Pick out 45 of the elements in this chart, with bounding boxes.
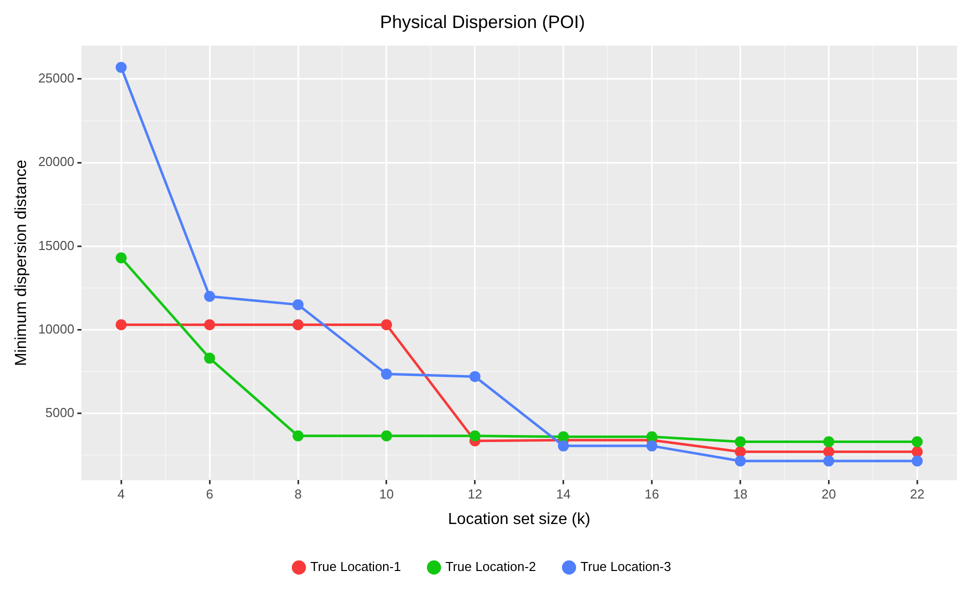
point: [558, 431, 569, 442]
point: [646, 440, 658, 452]
point: [558, 440, 569, 452]
y-axis-title: Minimum dispersion distance: [13, 160, 30, 366]
chart-title: Physical Dispersion (POI): [380, 12, 586, 32]
point: [912, 455, 923, 466]
y-tick-label: 15000: [38, 238, 74, 253]
point: [116, 62, 127, 73]
legend-label: True Location-1: [310, 559, 401, 574]
x-tick-label: 4: [118, 486, 125, 502]
x-tick-label: 16: [644, 486, 660, 502]
point: [912, 436, 923, 448]
point: [646, 431, 658, 442]
point: [292, 299, 304, 310]
point: [823, 436, 834, 448]
point: [381, 430, 392, 442]
x-tick-label: 10: [379, 486, 394, 502]
legend-label: True Location-3: [580, 559, 672, 574]
x-tick-label: 18: [733, 486, 748, 502]
point: [734, 455, 746, 466]
point: [381, 368, 392, 380]
point: [381, 319, 392, 330]
point: [469, 371, 480, 382]
x-tick-label: 8: [294, 486, 302, 502]
y-tick-label: 10000: [38, 321, 74, 336]
point: [469, 430, 480, 442]
point: [116, 319, 127, 330]
x-tick-label: 22: [910, 486, 924, 502]
point: [292, 319, 304, 330]
point: [823, 455, 834, 466]
x-tick-label: 12: [468, 486, 482, 502]
point: [204, 319, 216, 330]
point: [292, 430, 304, 442]
y-tick-label: 25000: [38, 70, 74, 86]
y-tick-label: 5000: [45, 404, 74, 420]
point: [116, 252, 127, 264]
legend-label: True Location-2: [445, 559, 536, 574]
x-axis-title: Location set size (k): [448, 510, 590, 528]
x-tick-label: 6: [206, 486, 214, 502]
point: [204, 290, 216, 302]
x-tick-label: 14: [556, 486, 571, 502]
x-tick-label: 20: [822, 486, 836, 502]
y-tick-label: 20000: [38, 154, 74, 170]
point: [204, 352, 216, 364]
point: [734, 436, 746, 448]
